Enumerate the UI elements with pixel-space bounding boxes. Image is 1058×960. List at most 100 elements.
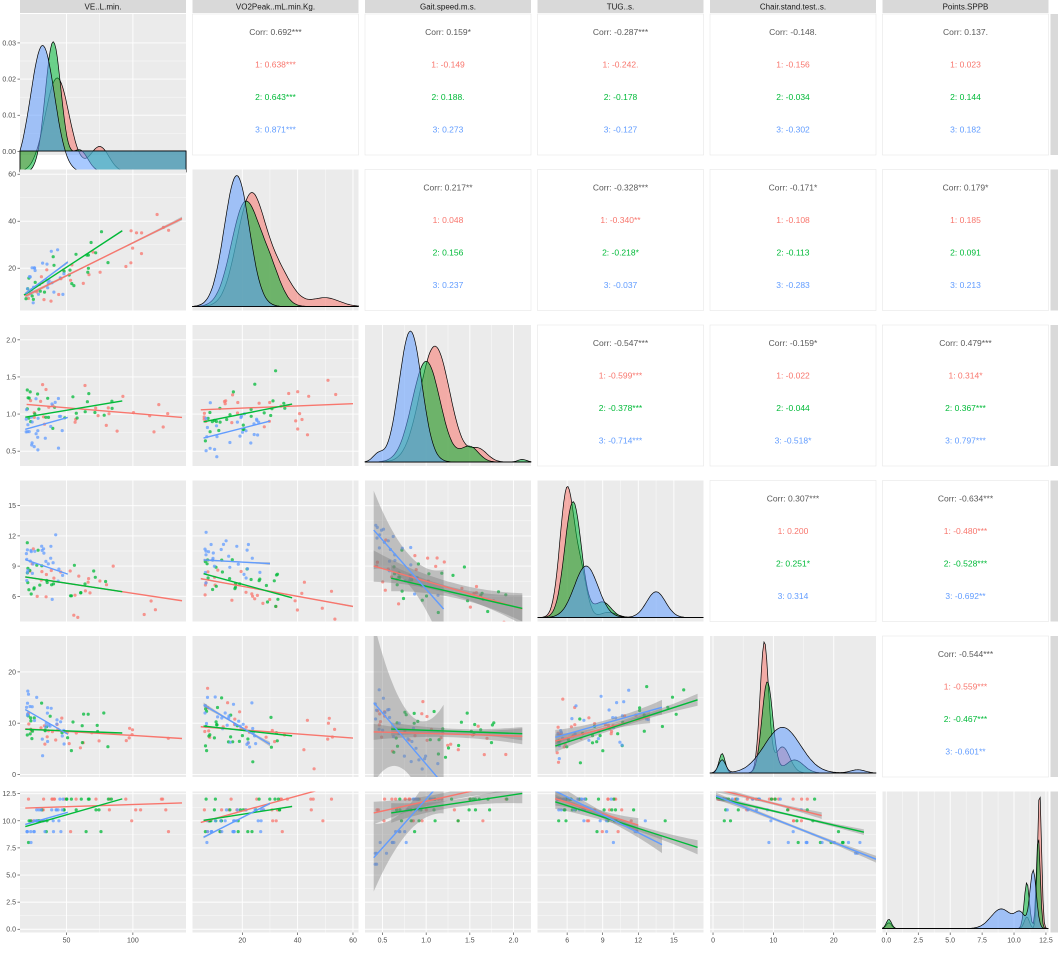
scatter-point-group-3 [258, 570, 262, 575]
regression-line-group-1 [200, 791, 317, 824]
x-tick-label: 100 [127, 938, 139, 945]
corr-group-1-label: 1: -0.242. [603, 60, 639, 70]
scatter-point-group-2 [70, 282, 74, 286]
scatter-point-group-2 [642, 729, 646, 733]
scatter-point-group-3 [24, 552, 28, 556]
y-tick-label: 60 [8, 172, 16, 179]
scatter-point-group-3 [46, 562, 50, 566]
scatter-point-group-1 [131, 246, 135, 250]
panel-marks [373, 490, 523, 622]
scatter-point-group-1 [629, 819, 633, 823]
panel-r3-c2 [365, 480, 531, 622]
scatter-point-group-3 [25, 408, 29, 412]
scatter-point-group-2 [416, 562, 420, 566]
panel-r0-c0 [19, 14, 187, 173]
regression-line-group-3 [24, 261, 69, 295]
scatter-point-group-1 [474, 591, 478, 595]
scatter-point-group-3 [45, 262, 49, 266]
scatter-point-group-1 [587, 716, 591, 720]
scatter-point-group-1 [311, 797, 315, 801]
scatter-point-group-3 [205, 840, 209, 845]
scatter-point-group-3 [259, 819, 263, 823]
corr-overall-label: Corr: 0.159* [425, 27, 472, 37]
panel-r1-c3: Corr: -0.328*** 1: -0.340** 2: -0.218* 3: -… [537, 169, 704, 311]
corr-group-3-label: 3: -0.302 [776, 125, 810, 135]
scatter-point-group-1 [220, 808, 224, 812]
scatter-point-group-2 [203, 830, 207, 834]
scatter-point-group-3 [646, 717, 650, 722]
strip-background [1050, 14, 1058, 155]
regression-line-group-1 [200, 578, 354, 608]
scatter-point-group-3 [61, 292, 65, 296]
scatter-point-group-2 [87, 797, 91, 801]
scatter-point-group-2 [28, 390, 32, 394]
scatter-point-group-1 [206, 570, 210, 574]
scatter-point-group-3 [49, 249, 53, 253]
scatter-point-group-1 [202, 808, 206, 812]
scatter-point-group-3 [413, 592, 417, 596]
scatter-point-group-2 [80, 724, 84, 728]
y-tick-label: 0.00 [2, 149, 16, 156]
top-strip-chair-stand-test-s: Chair.stand.test..s. [710, 0, 876, 13]
y-tick-label: 15 [8, 503, 16, 510]
scatter-point-group-2 [504, 593, 508, 597]
scatter-point-group-2 [413, 830, 417, 834]
scatter-point-group-3 [33, 268, 37, 273]
panel-r3-c4: Corr: 0.307*** 1: 0.200 2: 0.251* 3: 0.314 [709, 480, 877, 622]
panel-background [709, 480, 877, 622]
scatter-point-group-1 [556, 760, 561, 764]
scatter-point-group-2 [432, 808, 436, 812]
corr-group-2-label: 2: 0.188. [431, 92, 464, 102]
scatter-point-group-3 [60, 808, 64, 812]
scatter-point-group-2 [40, 701, 44, 705]
scatter-point-group-3 [49, 706, 53, 710]
scatter-point-group-1 [87, 577, 91, 581]
scatter-point-group-3 [580, 797, 584, 801]
scatter-point-group-1 [264, 735, 268, 739]
scatter-point-group-1 [94, 797, 98, 801]
scatter-point-group-2 [557, 819, 561, 823]
scatter-point-group-1 [98, 579, 102, 583]
scatter-point-group-1 [472, 591, 476, 595]
scatter-point-group-3 [256, 819, 260, 823]
scatter-point-group-1 [40, 570, 44, 574]
scatter-point-group-3 [30, 443, 34, 447]
scatter-point-group-3 [25, 578, 29, 583]
scatter-point-group-2 [228, 577, 232, 581]
scatter-point-group-1 [121, 394, 125, 398]
scatter-point-group-1 [382, 819, 386, 823]
x-tick-label: 40 [294, 938, 302, 945]
scatter-point-group-1 [106, 406, 110, 410]
scatter-point-group-2 [106, 745, 110, 749]
scatter-point-group-1 [107, 808, 111, 812]
scatter-point-group-3 [391, 735, 396, 739]
scatter-point-group-3 [50, 808, 54, 812]
scatter-point-group-1 [606, 797, 610, 801]
scatter-point-group-2 [660, 724, 665, 729]
scatter-point-group-1 [485, 736, 489, 740]
scatter-point-group-1 [320, 606, 324, 610]
scatter-point-group-3 [576, 797, 580, 801]
panel-marks [554, 791, 698, 855]
scatter-point-group-1 [481, 819, 485, 823]
panel-background [882, 324, 1049, 467]
scatter-point-group-2 [250, 830, 254, 834]
strip-background [365, 0, 531, 13]
scatter-point-group-1 [381, 580, 385, 584]
scatter-point-group-2 [273, 797, 277, 801]
scatter-point-group-1 [468, 605, 472, 609]
scatter-point-group-3 [559, 808, 563, 812]
scatter-point-group-1 [421, 700, 425, 704]
scatter-point-group-2 [269, 715, 273, 720]
corr-group-1-label: 1: 0.023 [950, 60, 981, 70]
scatter-point-group-2 [25, 733, 29, 737]
panel-r2-c3: Corr: -0.547*** 1: -0.599*** 2: -0.378*** 3… [537, 324, 704, 467]
scatter-point-group-3 [223, 819, 227, 823]
scatter-point-group-1 [166, 412, 170, 416]
y-tick-label: 0.0 [6, 927, 16, 934]
y-tick-label: 7.5 [6, 845, 16, 852]
scatter-point-group-2 [27, 819, 31, 823]
scatter-point-group-2 [36, 548, 40, 552]
scatter-point-group-3 [43, 436, 47, 440]
scatter-point-group-3 [404, 840, 408, 845]
